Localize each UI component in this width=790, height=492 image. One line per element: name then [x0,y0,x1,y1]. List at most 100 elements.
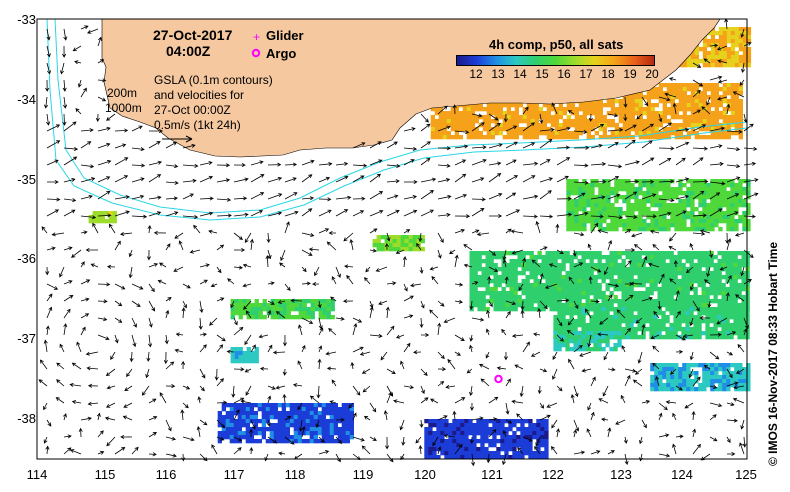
sst-pixel [714,195,719,200]
sst-pixel [637,251,642,256]
sst-pixel [625,275,630,280]
velocity-arrow [522,122,535,132]
sst-pixel [629,279,634,284]
sst-pixel [706,103,711,108]
velocity-arrow [726,164,741,169]
sst-pixel [657,255,662,260]
velocity-arrow [199,263,210,268]
sst-pixel [649,323,654,328]
sst-pixel [473,259,478,264]
sst-pixel [657,259,662,264]
sst-pixel [630,207,635,212]
sst-pixel [549,299,554,304]
sst-pixel [733,331,738,336]
sst-pixel [617,343,622,348]
sst-pixel [685,319,690,324]
sst-pixel [645,315,650,320]
sst-pixel [345,427,350,432]
velocity-arrow [531,259,541,268]
sst-pixel [508,447,513,452]
velocity-arrow [131,125,143,132]
sst-pixel [630,227,635,232]
sst-pixel [694,223,699,228]
x-tick-label: 124 [671,467,693,482]
sst-pixel [641,259,646,264]
sst-pixel [297,411,302,416]
sst-pixel [541,283,546,288]
sst-pixel [570,219,575,224]
sst-pixel [641,307,646,312]
sst-pixel [581,311,586,316]
sst-pixel [432,439,437,444]
sst-pixel [440,435,445,440]
sst-pixel [717,331,722,336]
sst-pixel [549,279,554,284]
sst-pixel [341,419,346,424]
sst-pixel [653,323,658,328]
sst-pixel [654,111,659,116]
sst-pixel [734,227,739,232]
sst-pixel [545,263,550,268]
sst-pixel [481,283,486,288]
sst-pixel [622,187,627,192]
sst-pixel [746,63,752,68]
sst-pixel [606,211,611,216]
velocity-arrow [454,130,470,135]
sst-pixel [649,311,654,316]
sst-pixel [257,439,262,444]
sst-pixel [685,307,690,312]
sst-pixel [485,267,490,272]
sst-pixel [733,283,738,288]
sst-pixel [709,283,714,288]
sst-pixel [293,427,298,432]
sst-pixel [501,255,506,260]
sst-pixel [746,383,751,388]
sst-pixel [573,327,578,332]
sst-pixel [746,223,751,228]
sst-pixel [310,315,315,320]
sst-pixel [722,179,727,184]
velocity-arrow [80,215,97,220]
sst-pixel [221,431,226,436]
sst-pixel [725,271,730,276]
velocity-arrow [63,280,73,285]
sst-pixel [273,431,278,436]
velocity-arrow [505,311,511,319]
velocity-arrow [726,238,732,251]
sst-pixel [561,291,566,296]
sst-pixel [536,427,541,432]
sst-pixel [641,303,646,308]
sst-pixel [641,295,646,300]
sst-pixel [234,359,239,364]
velocity-arrow [250,210,264,217]
sst-pixel [274,315,279,320]
sst-pixel [654,187,659,192]
sst-pixel [681,303,686,308]
sst-pixel [349,407,354,412]
sst-pixel [282,303,287,308]
sst-pixel [525,291,530,296]
sst-pixel [737,335,742,340]
sst-pixel [285,423,290,428]
sst-pixel [742,47,748,52]
sst-pixel [665,279,670,284]
sst-pixel [622,195,627,200]
sst-pixel [665,315,670,320]
sst-pixel [658,91,663,96]
velocity-arrow [709,144,723,149]
sst-pixel [618,207,623,212]
velocity-arrow [267,300,275,305]
velocity-arrow [318,345,323,353]
sst-pixel [233,403,238,408]
velocity-arrow [709,75,723,81]
sst-pixel [718,179,723,184]
sst-pixel [626,95,631,100]
velocity-arrow [80,141,92,149]
sst-pixel [505,263,510,268]
velocity-arrow [181,307,186,319]
sst-pixel [661,319,666,324]
sst-pixel [658,215,663,220]
sst-pixel [653,255,658,260]
sst-pixel [661,283,666,288]
sst-pixel [682,387,687,392]
